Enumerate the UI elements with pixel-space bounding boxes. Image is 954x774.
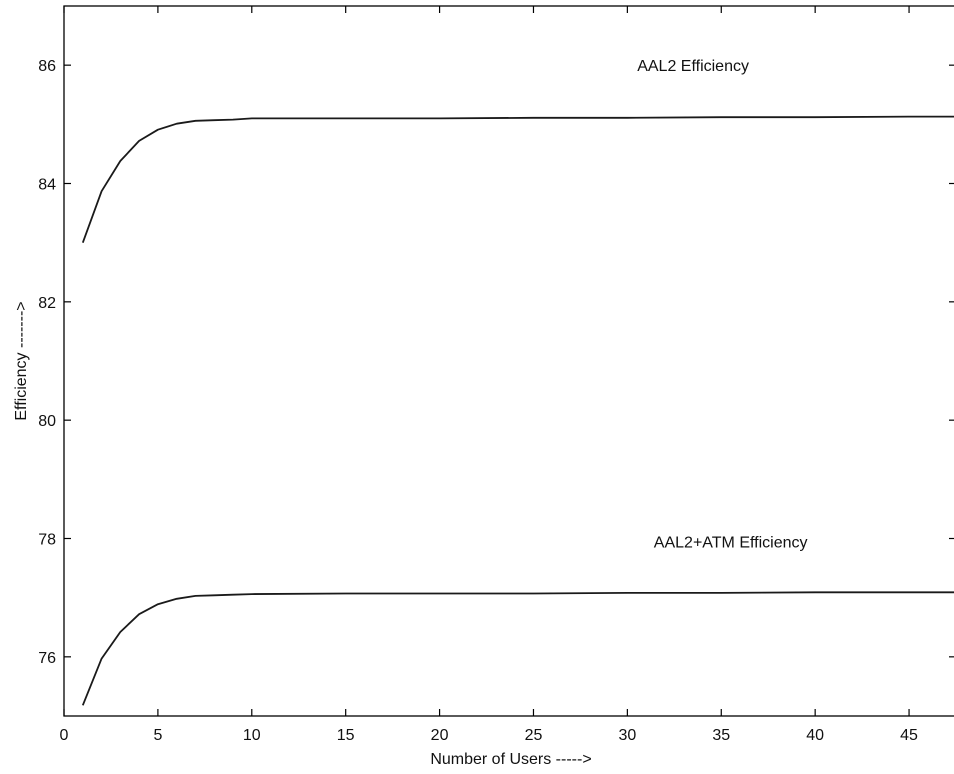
x-tick-label: 40 xyxy=(806,727,824,744)
x-axis-title: Number of Users -----> xyxy=(430,751,591,768)
y-tick-label: 80 xyxy=(38,413,56,430)
y-tick-label: 86 xyxy=(38,58,56,75)
series-line-1 xyxy=(81,115,954,244)
x-tick-label: 0 xyxy=(60,727,69,744)
y-axis-ticks: 76 78 80 82 84 86 xyxy=(38,58,954,667)
y-tick-label: 76 xyxy=(38,650,56,667)
series-annotation: AAL2 Efficiency xyxy=(637,58,749,75)
y-tick-label: 84 xyxy=(38,177,56,194)
plot-frame xyxy=(63,5,954,717)
y-axis-title: Efficiency -------> xyxy=(13,301,30,420)
x-tick-label: 20 xyxy=(431,727,449,744)
x-axis-ticks: 0 5 10 15 20 25 30 35 40 45 xyxy=(60,6,918,744)
x-tick-label: 5 xyxy=(153,727,162,744)
x-tick-label: 25 xyxy=(525,727,543,744)
y-tick-label: 78 xyxy=(38,532,56,549)
x-tick-label: 30 xyxy=(618,727,636,744)
x-tick-label: 15 xyxy=(337,727,355,744)
annotation-layer: AAL2 Efficiency AAL2+ATM Efficiency xyxy=(637,58,807,551)
x-tick-label: 45 xyxy=(900,727,918,744)
series-layer xyxy=(81,115,954,706)
x-tick-label: 35 xyxy=(712,727,730,744)
y-tick-label: 82 xyxy=(38,295,56,312)
series-annotation: AAL2+ATM Efficiency xyxy=(654,534,808,551)
x-tick-label: 10 xyxy=(243,727,261,744)
series-line-2 xyxy=(81,591,954,706)
